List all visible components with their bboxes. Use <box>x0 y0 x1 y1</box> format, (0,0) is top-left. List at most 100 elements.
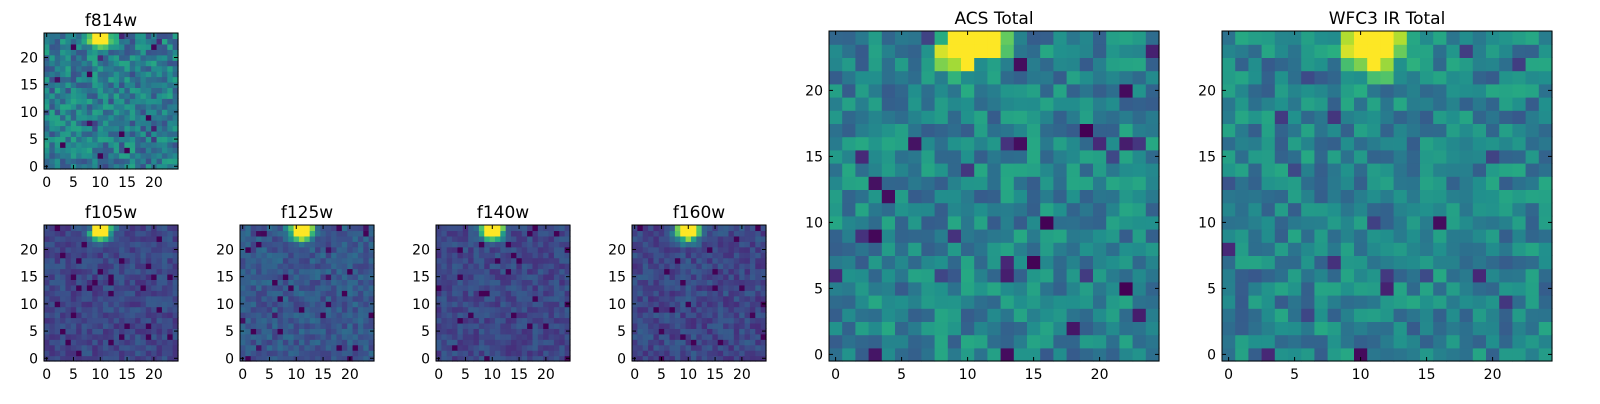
heatmap-cell <box>135 225 142 232</box>
heatmap-cell <box>908 83 922 98</box>
heatmap-cell <box>145 246 152 253</box>
heatmap-cell <box>102 120 109 127</box>
heatmap-cell <box>1119 347 1134 362</box>
heatmap-cell <box>457 301 464 308</box>
heatmap-cell <box>250 295 257 302</box>
heatmap-cell <box>1248 110 1263 124</box>
heatmap-cell <box>1499 347 1513 362</box>
heatmap-cell <box>685 339 692 346</box>
heatmap-cell <box>145 136 152 143</box>
heatmap-cell <box>86 350 93 357</box>
heatmap-cell <box>102 98 109 105</box>
heatmap-cell <box>511 225 517 232</box>
x-tick-label: 20 <box>1484 367 1502 383</box>
heatmap-cell <box>282 301 289 308</box>
heatmap-cell <box>744 328 751 335</box>
heatmap-cell <box>108 65 115 72</box>
heatmap-cell <box>256 225 263 232</box>
heatmap-cell <box>537 263 544 270</box>
heatmap-cell <box>341 317 348 324</box>
heatmap-cell <box>500 317 507 324</box>
heatmap-cell <box>70 147 77 154</box>
heatmap-cell <box>728 290 735 297</box>
heatmap-cell <box>532 344 539 351</box>
heatmap-cell <box>842 295 856 309</box>
heatmap-cell <box>690 350 697 357</box>
heatmap-cell <box>457 328 464 335</box>
heatmap-cell <box>250 301 257 308</box>
heatmap-cell <box>733 333 740 340</box>
heatmap-cell <box>908 215 922 230</box>
heatmap-cell <box>484 317 491 324</box>
heatmap-cell <box>309 284 316 291</box>
x-tick-label: 5 <box>69 175 78 191</box>
heatmap-cell <box>868 281 883 296</box>
heatmap-cell <box>315 317 321 324</box>
heatmap-cell <box>749 344 756 351</box>
heatmap-cell <box>543 339 550 346</box>
heatmap-cell <box>723 230 730 237</box>
heatmap-cell <box>548 328 555 335</box>
heatmap-cell <box>760 312 767 319</box>
heatmap-cell <box>1367 136 1381 151</box>
heatmap-cell <box>124 284 131 291</box>
heatmap-cell <box>564 257 571 264</box>
heatmap-cell <box>1119 255 1134 270</box>
heatmap-cell <box>309 344 316 351</box>
heatmap-cell <box>553 301 560 308</box>
heatmap-cell <box>124 290 131 297</box>
heatmap-cell <box>446 290 453 297</box>
heatmap-cell <box>172 279 179 286</box>
heatmap-cell <box>532 279 539 286</box>
heatmap-cell <box>315 328 321 335</box>
heatmap-cell <box>1393 334 1408 349</box>
heatmap-cell <box>690 328 697 335</box>
heatmap-cell <box>119 350 125 357</box>
heatmap-cell <box>446 322 453 329</box>
heatmap-cell <box>532 322 539 329</box>
heatmap-cell <box>108 92 115 99</box>
heatmap-cell <box>304 225 311 232</box>
heatmap-cell <box>1040 44 1054 58</box>
heatmap-cell <box>140 152 147 159</box>
heatmap-cell <box>548 350 555 357</box>
heatmap-cell <box>145 235 152 242</box>
heatmap-cell <box>642 241 649 248</box>
heatmap-cell <box>484 290 491 297</box>
heatmap-cell <box>250 252 257 259</box>
heatmap-cell <box>680 252 687 259</box>
heatmap-cell <box>868 176 883 190</box>
heatmap-cell <box>1235 189 1249 204</box>
heatmap-cell <box>1222 321 1236 336</box>
heatmap-cell <box>44 141 50 148</box>
heatmap-cell <box>76 350 83 357</box>
heatmap-cell <box>1027 70 1041 85</box>
heatmap-cell <box>135 49 142 56</box>
heatmap-cell <box>1261 268 1276 283</box>
heatmap-cell <box>1472 229 1487 243</box>
heatmap-cell <box>744 246 751 253</box>
heatmap-cell <box>172 65 179 72</box>
heatmap-cell <box>642 333 649 340</box>
heatmap-cell <box>256 279 263 286</box>
heatmap-cell <box>760 263 767 270</box>
heatmap-cell <box>548 268 555 275</box>
heatmap-cell <box>478 257 485 264</box>
heatmap-cell <box>842 334 856 349</box>
heatmap-cell <box>760 241 767 248</box>
x-tick-label: 20 <box>341 367 359 383</box>
heatmap-cell <box>696 344 703 351</box>
heatmap-cell <box>1393 347 1408 362</box>
heatmap-cell <box>167 152 174 159</box>
heatmap-cell <box>70 49 77 56</box>
heatmap-cell <box>1261 176 1276 190</box>
heatmap-cell <box>156 81 163 88</box>
heatmap-cell <box>1459 189 1474 204</box>
heatmap-cell <box>1512 123 1527 138</box>
heatmap-cell <box>1288 110 1302 124</box>
heatmap-cell <box>452 241 459 248</box>
heatmap-cell <box>129 290 136 297</box>
heatmap-cell <box>272 350 279 357</box>
heatmap-cell <box>108 98 115 105</box>
